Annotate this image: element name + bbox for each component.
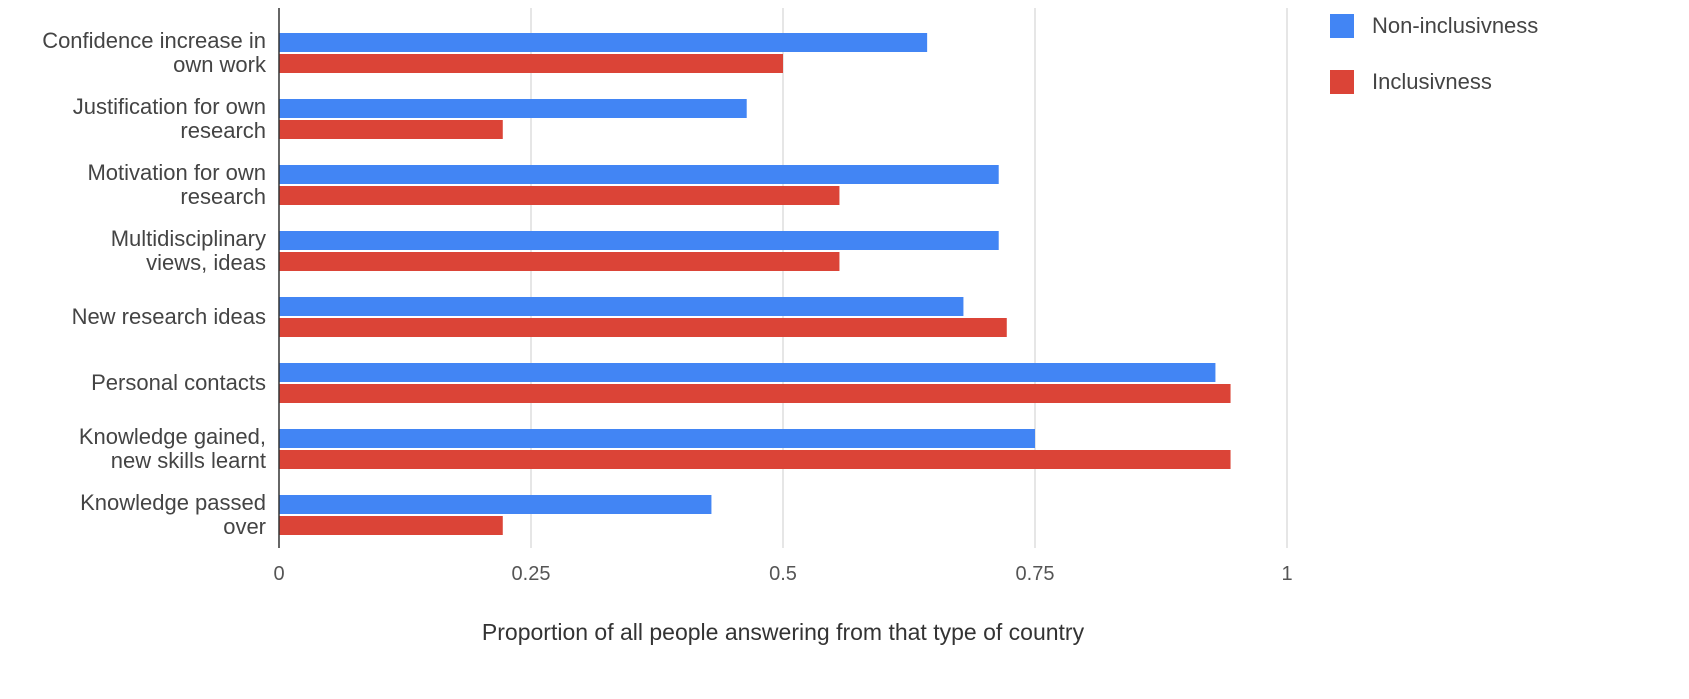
bar-inclusivness <box>279 252 840 271</box>
category-label: Motivation for own <box>87 160 266 185</box>
category-label: research <box>180 184 266 209</box>
legend-swatch-inclusivness <box>1330 70 1354 94</box>
x-tick-label: 0.25 <box>512 563 551 585</box>
category-label: new skills learnt <box>111 448 266 473</box>
x-tick-label: 0.75 <box>1016 563 1055 585</box>
category-label: Knowledge gained, <box>79 424 266 449</box>
bar-non-inclusivness <box>279 429 1035 448</box>
legend-label-inclusivness: Inclusivness <box>1372 69 1492 94</box>
category-label: over <box>223 514 266 539</box>
bar-non-inclusivness <box>279 99 747 118</box>
bar-non-inclusivness <box>279 33 928 52</box>
bar-non-inclusivness <box>279 495 712 514</box>
category-label: own work <box>173 52 267 77</box>
legend-swatch-non-inclusivness <box>1330 14 1354 38</box>
bar-inclusivness <box>279 318 1007 337</box>
bar-inclusivness <box>279 120 503 139</box>
category-label: Knowledge passed <box>80 490 266 515</box>
category-label: New research ideas <box>72 304 266 329</box>
category-label: Multidisciplinary <box>111 226 266 251</box>
bar-inclusivness <box>279 384 1231 403</box>
legend-label-non-inclusivness: Non-inclusivness <box>1372 13 1538 38</box>
bar-non-inclusivness <box>279 363 1216 382</box>
bar-non-inclusivness <box>279 165 999 184</box>
bar-non-inclusivness <box>279 231 999 250</box>
bars <box>279 33 1231 535</box>
x-tick-label: 0.5 <box>769 563 797 585</box>
bar-inclusivness <box>279 186 840 205</box>
x-tick-label: 1 <box>1281 563 1292 585</box>
category-label: views, ideas <box>146 250 266 275</box>
category-label: Confidence increase in <box>42 28 266 53</box>
category-label: research <box>180 118 266 143</box>
bar-inclusivness <box>279 54 783 73</box>
category-label: Personal contacts <box>91 370 266 395</box>
x-tick-labels: 0 0.25 0.5 0.75 1 <box>273 563 1292 585</box>
x-tick-label: 0 <box>273 563 284 585</box>
bar-inclusivness <box>279 516 503 535</box>
category-label: Justification for own <box>73 94 266 119</box>
legend: Non-inclusivness Inclusivness <box>1330 13 1538 94</box>
bar-non-inclusivness <box>279 297 964 316</box>
x-axis-title: Proportion of all people answering from … <box>482 619 1085 645</box>
bar-inclusivness <box>279 450 1231 469</box>
